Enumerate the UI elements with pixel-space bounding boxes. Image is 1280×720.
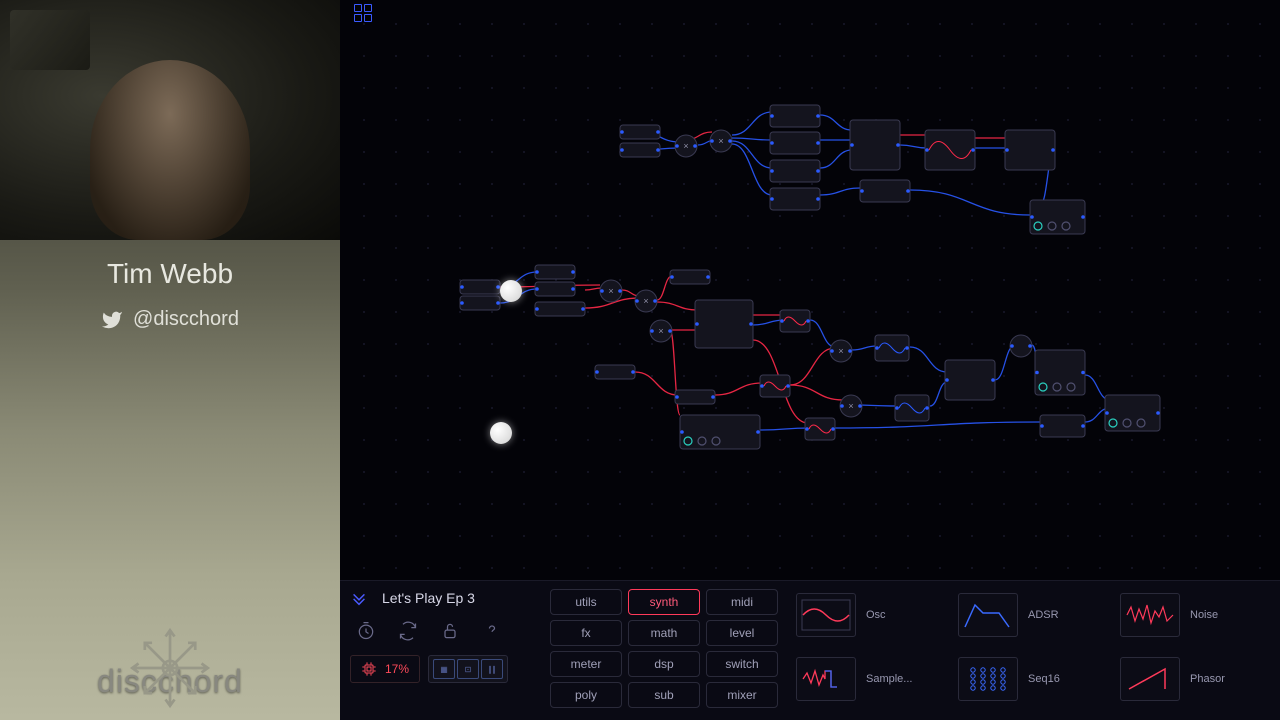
io-midi-icon: ▦	[433, 659, 455, 679]
svg-text:×: ×	[608, 286, 613, 296]
cpu-meter[interactable]: 17%	[350, 655, 420, 683]
chaos-star-icon	[125, 623, 215, 713]
help-icon[interactable]	[478, 617, 506, 645]
category-synth[interactable]: synth	[628, 589, 700, 615]
svg-text:×: ×	[718, 136, 723, 146]
svg-text:×: ×	[683, 141, 688, 151]
touch-indicator	[490, 422, 512, 444]
module-thumb-icon	[796, 657, 856, 701]
svg-text:×: ×	[848, 401, 853, 411]
module-thumb-icon	[1120, 593, 1180, 637]
module-thumb-icon	[958, 593, 1018, 637]
module-thumb-icon	[958, 657, 1018, 701]
module-osc[interactable]: Osc	[796, 589, 946, 641]
svg-text:×: ×	[643, 296, 648, 306]
lock-icon[interactable]	[436, 617, 464, 645]
twitter-icon	[101, 309, 123, 331]
bottom-panel: Let's Play Ep 3 17% ▦ ⊡ ∥∥ utils	[340, 580, 1280, 720]
module-grid: OscADSRNoise Sample...Seq16Phasor	[796, 589, 1270, 712]
module-noise[interactable]: Noise	[1120, 589, 1270, 641]
svg-text:×: ×	[838, 346, 843, 356]
collapse-icon[interactable]	[350, 589, 368, 607]
project-name: Let's Play Ep 3	[382, 590, 475, 606]
category-meter[interactable]: meter	[550, 651, 622, 677]
module-sample[interactable]: Sample...	[796, 653, 946, 705]
module-phasor[interactable]: Phasor	[1120, 653, 1270, 705]
io-bars-icon: ∥∥	[481, 659, 503, 679]
category-utils[interactable]: utils	[550, 589, 622, 615]
category-midi[interactable]: midi	[706, 589, 778, 615]
category-mixer[interactable]: mixer	[706, 682, 778, 708]
category-dsp[interactable]: dsp	[628, 651, 700, 677]
category-switch[interactable]: switch	[706, 651, 778, 677]
module-adsr[interactable]: ADSR	[958, 589, 1108, 641]
category-sub[interactable]: sub	[628, 682, 700, 708]
module-seq16[interactable]: Seq16	[958, 653, 1108, 705]
synth-app: × × × × × × × Let's Play Ep 3 17% ▦ ⊡	[340, 0, 1280, 720]
category-poly[interactable]: poly	[550, 682, 622, 708]
patch-canvas[interactable]: × × × × × × ×	[340, 0, 1280, 580]
brand-logo: discchord	[97, 663, 243, 700]
presenter-name: Tim Webb	[0, 258, 340, 290]
category-math[interactable]: math	[628, 620, 700, 646]
svg-text:×: ×	[658, 326, 663, 336]
category-fx[interactable]: fx	[550, 620, 622, 646]
io-config[interactable]: ▦ ⊡ ∥∥	[428, 655, 508, 683]
module-thumb-icon	[796, 593, 856, 637]
io-audio-icon: ⊡	[457, 659, 479, 679]
presenter-handle: @discchord	[0, 308, 340, 331]
timing-icon[interactable]	[352, 617, 380, 645]
module-thumb-icon	[1120, 657, 1180, 701]
touch-indicator	[500, 280, 522, 302]
category-level[interactable]: level	[706, 620, 778, 646]
presenter-sidebar: Tim Webb @discchord discchord	[0, 0, 340, 720]
webcam-feed	[0, 0, 340, 240]
sync-icon[interactable]	[394, 617, 422, 645]
category-grid: utilssynthmidi fxmathlevel meterdspswitch p…	[550, 589, 778, 712]
